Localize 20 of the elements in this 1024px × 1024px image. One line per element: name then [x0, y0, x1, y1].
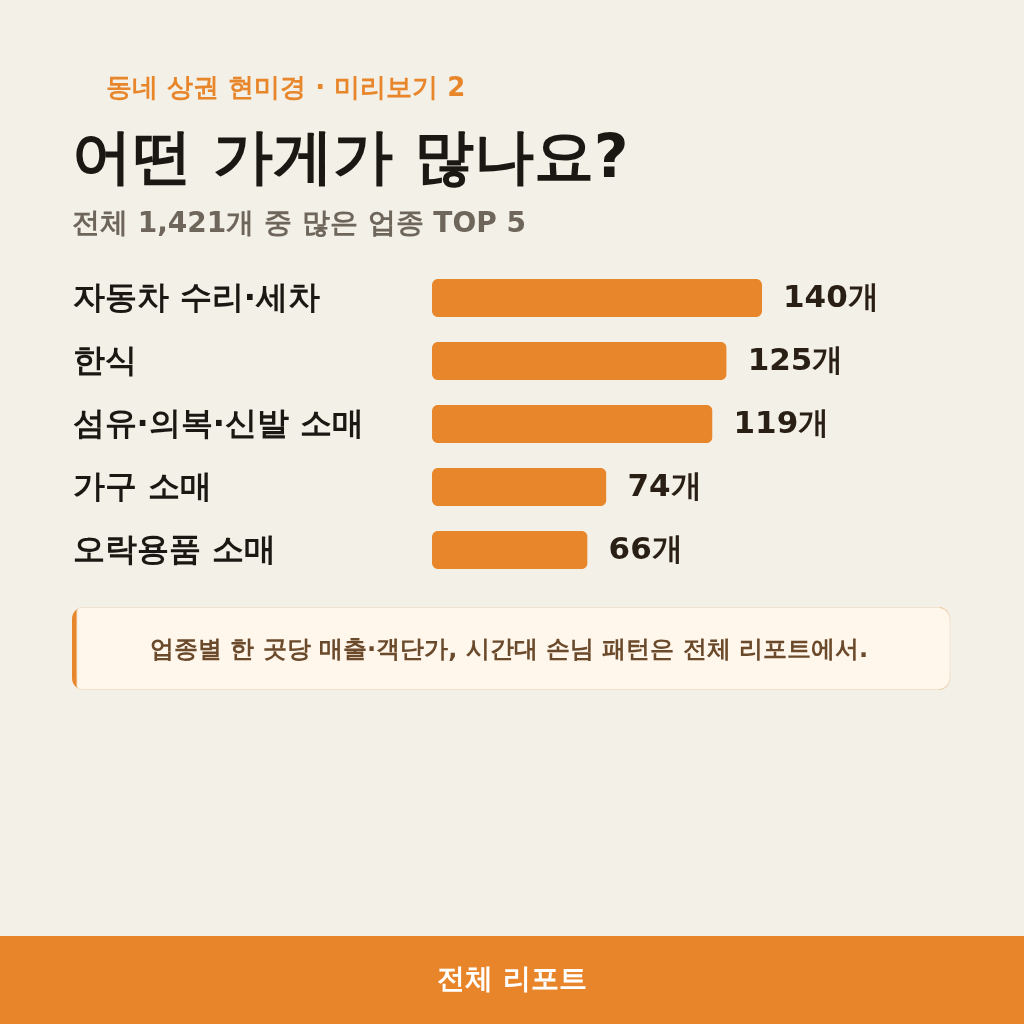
text: 동네 상권 현미경 · 미리보기 2	[106, 72, 466, 102]
text: 업종별 한 곳당 매출·객단가, 시간대 손님 패턴은 전체 리포트에서.	[150, 635, 869, 663]
y-tick-label: 섬유·의복·신발 소매	[72, 404, 364, 442]
bar	[432, 468, 607, 506]
chart-title: 어떤 가게가 많나요?	[72, 121, 629, 191]
y-tick-label: 가구 소매	[72, 467, 212, 505]
data-label: 66개	[608, 530, 683, 566]
bar	[432, 531, 588, 569]
bar	[432, 405, 713, 443]
data-label: 119개	[733, 404, 830, 440]
bar	[432, 342, 727, 380]
y-tick-label: 자동차 수리·세차	[72, 278, 320, 316]
bar	[432, 279, 762, 317]
y-tick-label: 오락용품 소매	[72, 530, 276, 568]
chart-subtitle: 전체 1,421개 중 많은 업종 TOP 5	[72, 206, 526, 239]
data-label: 74개	[627, 467, 702, 503]
text: 전체 리포트	[437, 962, 587, 995]
data-label: 125개	[747, 341, 844, 377]
data-label: 140개	[783, 278, 879, 314]
y-tick-label: 한식	[72, 341, 137, 379]
